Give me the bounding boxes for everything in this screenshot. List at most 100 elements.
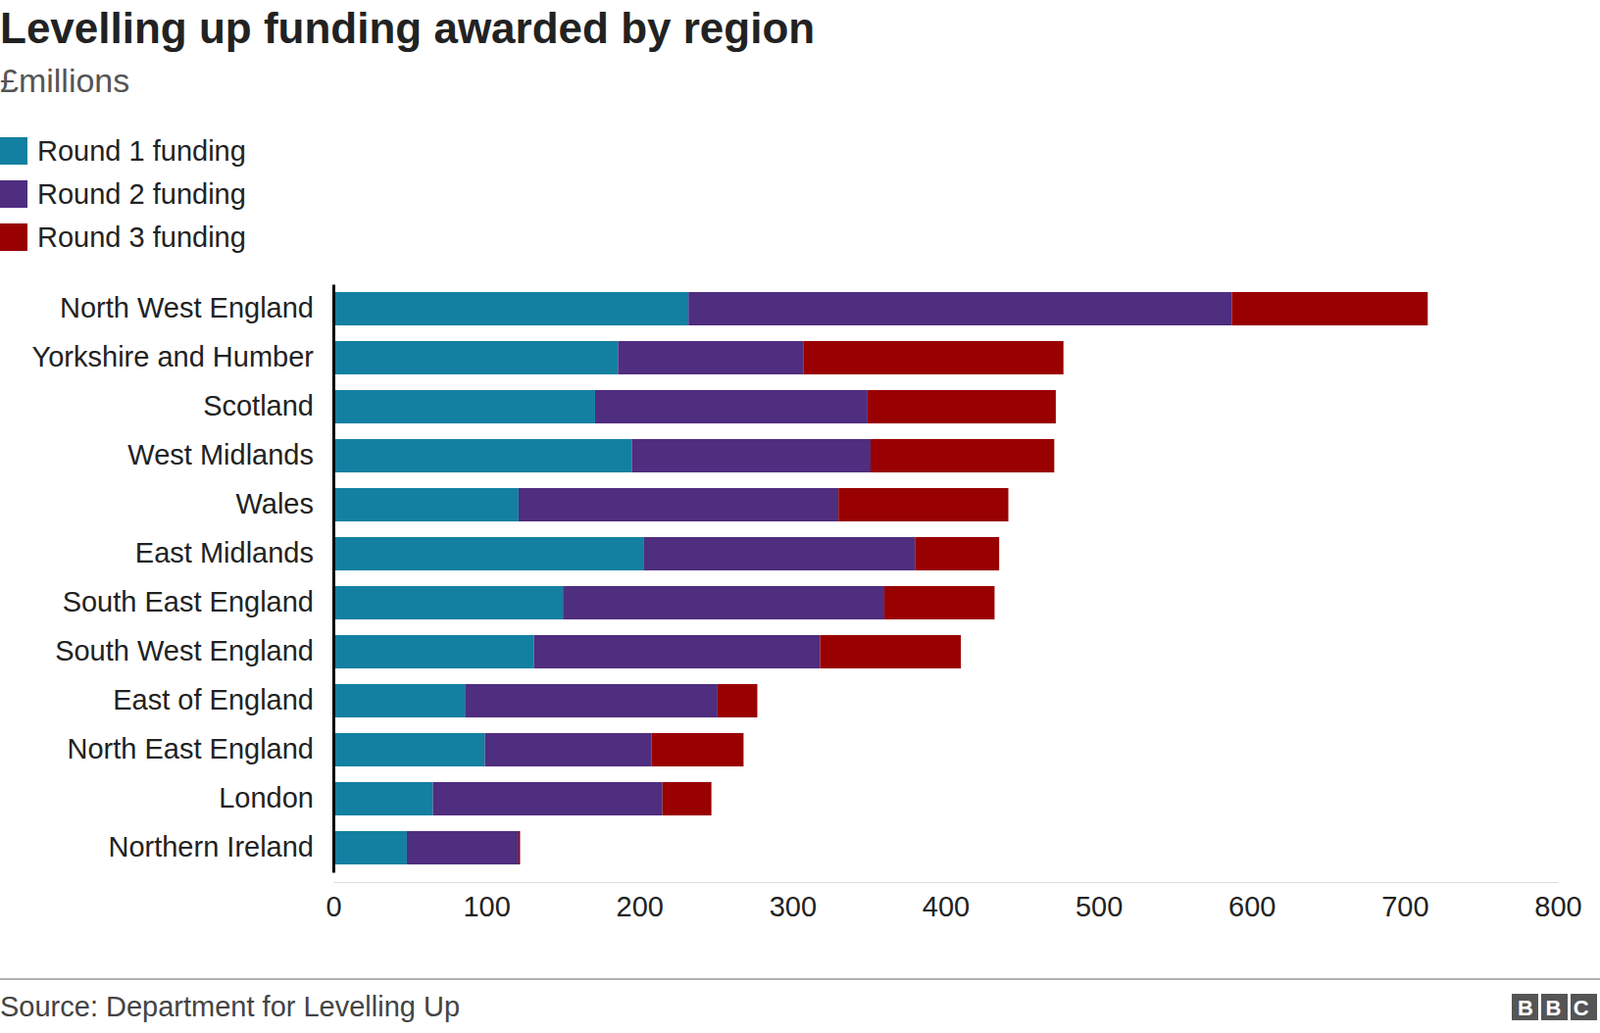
bar (717, 684, 758, 718)
y-tick-label: Yorkshire and Humber (32, 341, 315, 373)
bar (534, 635, 821, 669)
bar (518, 831, 521, 865)
y-tick-label: East of England (112, 684, 314, 716)
bar (333, 537, 645, 571)
x-tick: 0 (325, 882, 342, 923)
legend-swatch (0, 180, 28, 208)
x-tick: 300 (769, 882, 817, 923)
bar (518, 488, 839, 522)
bar (867, 390, 1056, 424)
y-tick-label: North West England (59, 292, 314, 324)
legend-swatch (0, 223, 28, 251)
series-bars (333, 292, 689, 865)
legend-label: Round 3 funding (37, 221, 247, 253)
x-tick-label: 300 (769, 891, 817, 923)
legend-label: Round 1 funding (37, 135, 247, 167)
x-tick: 800 (1534, 882, 1582, 923)
y-tick: North West England (59, 292, 334, 324)
bar (333, 488, 519, 522)
bar (631, 439, 871, 473)
y-tick: West Midlands (127, 439, 334, 471)
bar (333, 439, 632, 473)
bar (406, 831, 519, 865)
y-tick: South East England (62, 586, 334, 618)
y-tick: East Midlands (135, 537, 334, 569)
bar (819, 635, 961, 669)
x-tick-label: 500 (1075, 891, 1123, 923)
y-tick: Northern Ireland (107, 831, 334, 863)
bar (651, 733, 745, 767)
bar (838, 488, 1008, 522)
bar (485, 733, 652, 767)
bar (333, 733, 486, 767)
footer-rule (0, 978, 1600, 981)
bar (333, 782, 433, 816)
bar (870, 439, 1054, 473)
series-bars (406, 292, 1233, 865)
y-axis: North West England Yorkshire and Humber Sc… (32, 285, 335, 874)
x-tick-label: 0 (325, 891, 342, 923)
bar (595, 390, 868, 424)
bar (884, 586, 995, 620)
source: Source: Department for Levelling Up (0, 991, 460, 1023)
logo: BBC (1511, 994, 1600, 1021)
y-tick-label: West Midlands (127, 439, 314, 471)
bar (333, 341, 618, 375)
x-tick-label: 400 (922, 891, 970, 923)
x-tick: 700 (1381, 882, 1429, 923)
series-bars (518, 292, 1428, 865)
x-tick-label: 200 (616, 891, 664, 923)
bar (333, 292, 689, 326)
bar (562, 586, 885, 620)
bar (333, 684, 465, 718)
bar (1231, 292, 1428, 326)
subtitle: £millions (0, 61, 130, 100)
y-tick-label: South West England (54, 635, 314, 667)
x-tick-label: 100 (462, 891, 510, 923)
y-tick: North East England (67, 733, 334, 765)
y-tick: Scotland (202, 390, 334, 422)
bar (432, 782, 662, 816)
title: Levelling up funding awarded by region (0, 3, 815, 52)
bar (644, 537, 915, 571)
y-tick: London (218, 782, 334, 814)
bar (914, 537, 1000, 571)
legend-swatch (0, 137, 28, 165)
x-tick: 600 (1228, 882, 1276, 923)
x-tick: 400 (922, 882, 970, 923)
x-tick: 200 (616, 882, 664, 923)
x-tick: 500 (1075, 882, 1123, 923)
y-tick-label: Northern Ireland (107, 831, 314, 863)
y-tick-label: South East England (62, 586, 314, 618)
x-tick-label: 600 (1228, 891, 1276, 923)
bar (662, 782, 712, 816)
x-axis-line (334, 882, 1559, 884)
bar (333, 635, 535, 669)
bar (333, 390, 596, 424)
bar (802, 341, 1063, 375)
bar (333, 586, 563, 620)
y-tick-label: Scotland (202, 390, 314, 422)
y-axis-line (332, 285, 336, 874)
y-tick-label: East Midlands (135, 537, 314, 569)
y-tick: Wales (236, 488, 335, 520)
y-tick-label: North East England (67, 733, 314, 765)
chart: Levelling up funding awarded by region £m… (0, 0, 1600, 1033)
x-tick-label: 700 (1381, 891, 1429, 923)
y-tick: East of England (112, 684, 334, 716)
logo-text: BBC (1517, 996, 1600, 1021)
legend-label: Round 2 funding (37, 178, 247, 210)
y-tick: Yorkshire and Humber (32, 341, 334, 373)
bar (617, 341, 803, 375)
x-tick-label: 800 (1534, 891, 1582, 923)
x-axis: 0 100 200 300 400 500 600 700 800 (325, 882, 1582, 923)
legend: Round 1 funding Round 2 funding Round 3 fu… (0, 135, 247, 253)
bar (464, 684, 718, 718)
bar (333, 831, 407, 865)
bar (688, 292, 1232, 326)
y-tick: South West England (54, 635, 334, 667)
y-tick-label: Wales (236, 488, 315, 520)
x-tick: 100 (462, 882, 510, 923)
bars (333, 292, 1428, 865)
y-tick-label: London (218, 782, 314, 814)
